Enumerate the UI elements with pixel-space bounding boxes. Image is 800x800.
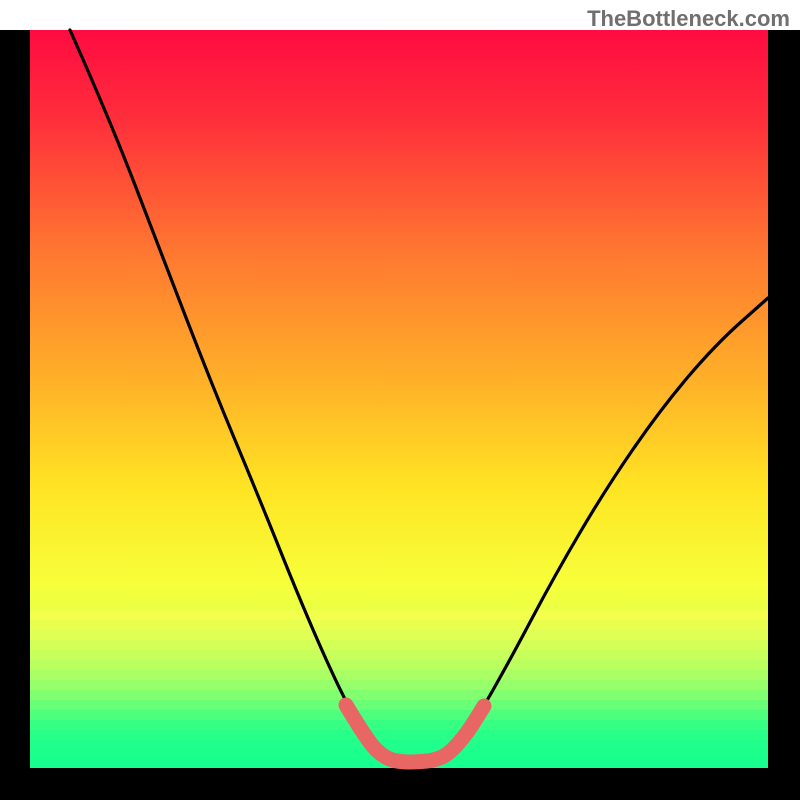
lower-band (30, 620, 768, 630)
bottom-black-band (0, 768, 800, 800)
left-black-band (0, 30, 30, 768)
lower-band (30, 720, 768, 730)
lower-band (30, 630, 768, 640)
lower-band (30, 730, 768, 740)
lower-band (30, 660, 768, 670)
lower-band (30, 670, 768, 680)
lower-band (30, 610, 768, 620)
lower-band (30, 650, 768, 660)
lower-band (30, 640, 768, 650)
lower-band (30, 700, 768, 710)
lower-band-strip (30, 610, 768, 770)
lower-band (30, 710, 768, 720)
right-black-band (768, 30, 800, 768)
lower-band (30, 680, 768, 690)
chart-container: TheBottleneck.com (0, 0, 800, 800)
lower-band (30, 690, 768, 700)
chart-svg (0, 0, 800, 800)
lower-band (30, 740, 768, 750)
attribution-label: TheBottleneck.com (587, 6, 790, 32)
